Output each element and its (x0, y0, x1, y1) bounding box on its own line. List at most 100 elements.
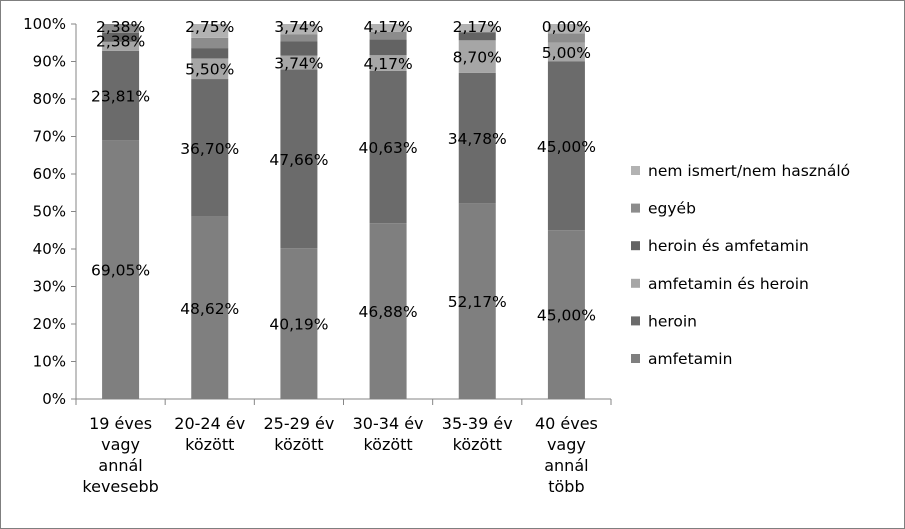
data-label: 40,19% (269, 316, 328, 334)
bar-segment-amfetamin-s-heroin (191, 58, 229, 80)
bar-segment-heroin (458, 72, 496, 204)
data-label: 45,00% (537, 138, 596, 156)
data-label: 5,50% (185, 61, 234, 79)
legend-swatch (631, 316, 640, 326)
x-category-label-line: annál (544, 456, 588, 475)
data-label: 46,88% (359, 303, 418, 321)
bar-segment-egy-b (280, 34, 318, 42)
bar-segment-heroin-s-amfetamin (102, 32, 140, 42)
x-category-label-line: több (548, 477, 584, 496)
x-category-label: 35-39 év között (442, 414, 513, 454)
data-label: 52,17% (448, 293, 507, 311)
x-category-label-line: vagy (547, 435, 586, 454)
bar-segment-amfetamin (191, 216, 229, 399)
data-label: 2,75% (185, 18, 234, 36)
y-tick-label: 90% (33, 53, 66, 71)
legend-label: heroin és amfetamin (648, 237, 809, 255)
bar-segment-heroin (280, 69, 318, 249)
x-category-label: 25-29 év között (263, 414, 334, 454)
x-category-label-line: 30-34 év (353, 414, 424, 433)
legend-label: heroin (648, 312, 697, 330)
x-category-label: 30-34 év között (353, 414, 424, 454)
bar-segment-heroin-s-amfetamin (369, 39, 407, 56)
bar-segment-heroin (102, 50, 140, 141)
y-tick-label: 70% (33, 128, 66, 146)
bar-segment-amfetamin (280, 248, 318, 399)
bar-segment-nem-ismert-nem-haszn-l- (458, 24, 496, 33)
bar-segment-amfetamin (458, 203, 496, 399)
data-label: 36,70% (180, 140, 239, 158)
bar-segment-amfetamin (369, 223, 407, 399)
bar-segment-nem-ismert-nem-haszn-l- (369, 24, 407, 32)
bar-segment-heroin-s-amfetamin (191, 48, 229, 59)
x-category-label-line: között (185, 435, 234, 454)
legend-label: amfetamin (648, 350, 732, 368)
bar-segment-amfetamin-s-heroin (547, 42, 585, 62)
y-tick-label: 40% (33, 240, 66, 258)
legend-label: nem ismert/nem használó (648, 162, 850, 180)
y-tick-label: 20% (33, 315, 66, 333)
x-category-label-line: között (274, 435, 323, 454)
x-category-label-line: között (453, 435, 502, 454)
legend-swatch (631, 166, 640, 175)
bar-segment-amfetamin-s-heroin (458, 40, 496, 73)
x-category-label-line: vagy (101, 435, 140, 454)
data-label: 23,81% (91, 87, 150, 105)
data-label: 0,00% (542, 18, 591, 36)
y-tick-label: 50% (33, 203, 66, 221)
y-tick-label: 10% (33, 353, 66, 371)
data-label: 4,17% (363, 55, 412, 73)
data-label: 47,66% (269, 151, 328, 169)
legend-swatch (631, 354, 640, 363)
legend-label: amfetamin és heroin (648, 275, 809, 293)
data-label: 2,38% (96, 32, 145, 50)
bar-segment-amfetamin (102, 140, 140, 399)
bar-segment-egy-b (369, 31, 407, 40)
bar-segment-heroin (369, 70, 407, 224)
bar-segment-heroin (547, 61, 585, 231)
bar-segment-egy-b (547, 33, 585, 43)
legend-swatch (631, 203, 640, 213)
data-label: 3,74% (274, 55, 323, 73)
bar-segment-nem-ismert-nem-haszn-l- (280, 24, 318, 35)
x-category-label-line: annál (98, 456, 142, 475)
x-category-label: 19 éves vagy annál kevesebb (82, 414, 158, 496)
bar-segment-heroin (191, 79, 229, 217)
bar-segment-amfetamin-s-heroin (369, 55, 407, 71)
bar-segment-nem-ismert-nem-haszn-l- (547, 24, 585, 34)
data-label: 48,62% (180, 300, 239, 318)
x-category-label-line: kevesebb (82, 477, 158, 496)
x-category-label: 40 éves vagy annál több (535, 414, 598, 496)
data-label: 40,63% (359, 139, 418, 157)
bar-segment-amfetamin-s-heroin (102, 41, 140, 51)
bar-segment-amfetamin (547, 230, 585, 399)
x-category-label-line: 25-29 év (263, 414, 334, 433)
legend-label: egyéb (648, 200, 696, 218)
bar-segment-egy-b (102, 24, 140, 33)
data-label: 69,05% (91, 262, 150, 280)
data-label: 4,17% (363, 18, 412, 36)
x-category-label-line: 20-24 év (174, 414, 245, 433)
data-label: 34,78% (448, 130, 507, 148)
bar-segment-heroin-s-amfetamin (280, 41, 318, 56)
bar-segment-egy-b (191, 37, 229, 49)
bar-segment-amfetamin-s-heroin (280, 55, 318, 70)
legend-swatch (631, 241, 640, 251)
x-category-label-line: között (363, 435, 412, 454)
y-tick-label: 80% (33, 90, 66, 108)
x-category-label-line: 40 éves (535, 414, 598, 433)
x-category-label: 20-24 év között (174, 414, 245, 454)
x-category-label-line: 19 éves (89, 414, 152, 433)
y-tick-label: 100% (23, 15, 66, 33)
y-tick-label: 30% (33, 278, 66, 296)
data-label: 2,38% (96, 18, 145, 36)
data-label: 3,74% (274, 18, 323, 36)
bar-segment-heroin-s-amfetamin (458, 32, 496, 41)
x-category-label-line: 35-39 év (442, 414, 513, 433)
data-label: 5,00% (542, 44, 591, 62)
data-label: 45,00% (537, 307, 596, 325)
legend-swatch (631, 278, 640, 288)
data-label: 2,17% (453, 18, 502, 36)
